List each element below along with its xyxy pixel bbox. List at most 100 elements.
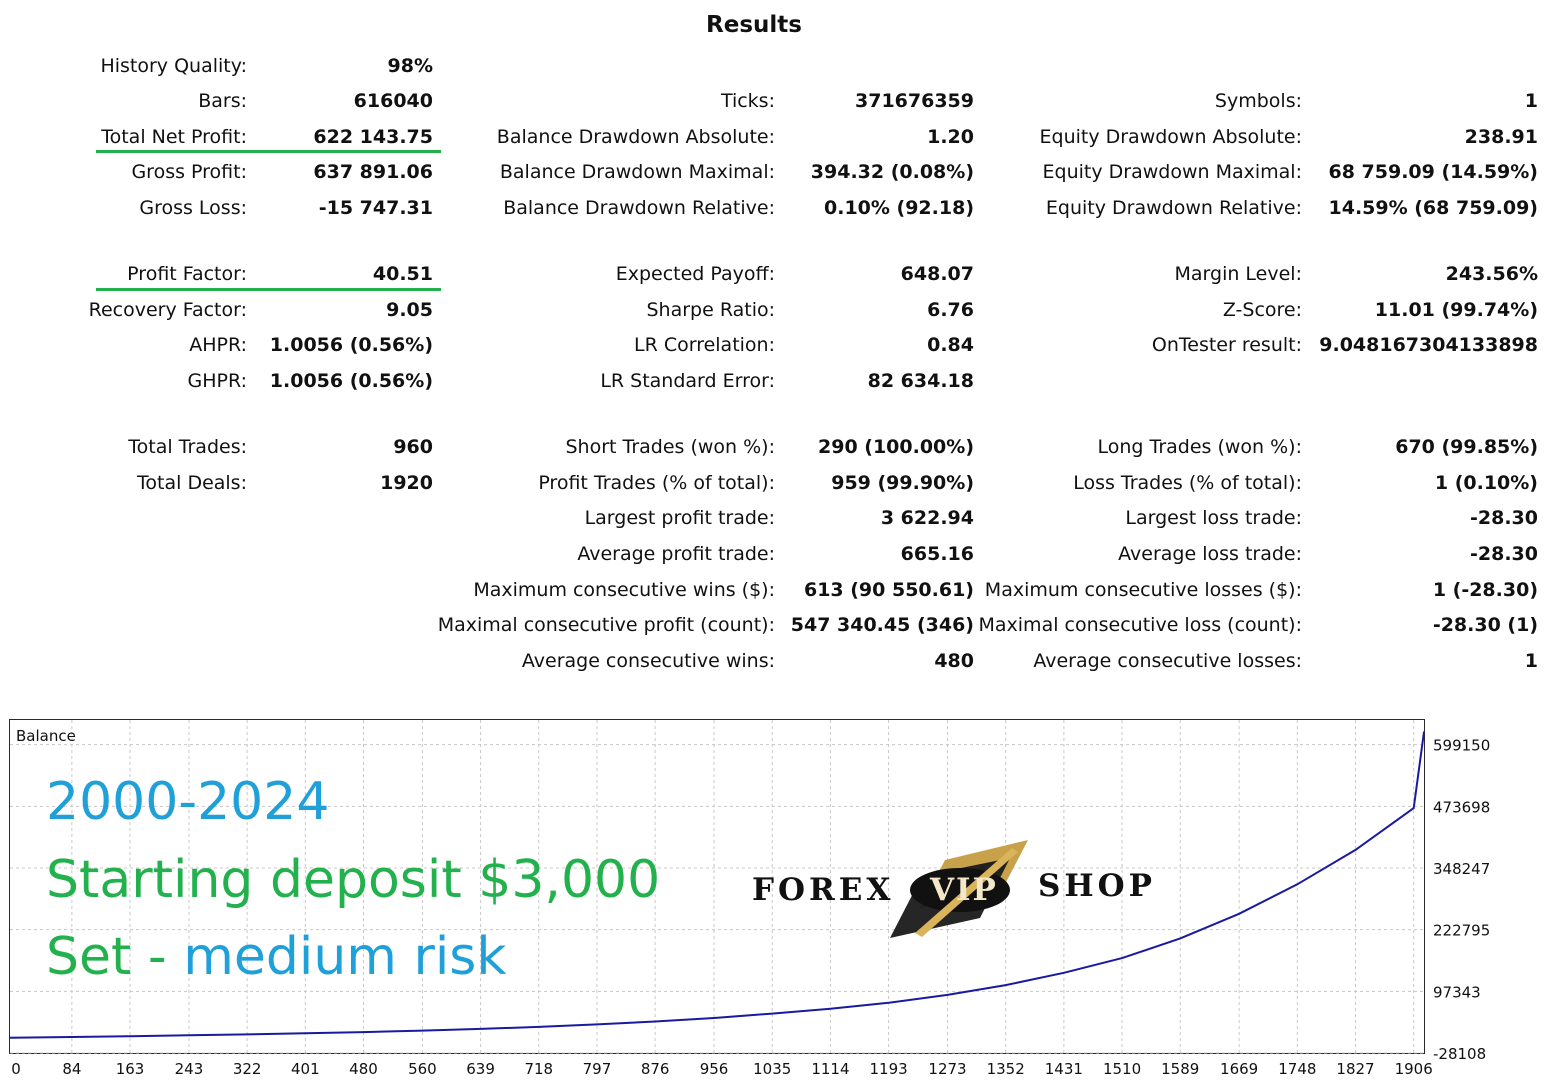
total-net-profit-underline [96,150,441,153]
balance-point [129,1035,131,1038]
x-tick-label: 1589 [1161,1060,1199,1078]
stat-value: 1 (0.10%) [1434,472,1538,494]
stat-label: GHPR: [187,370,248,392]
stat-value: 960 [393,436,433,458]
stat-value: 670 (99.85%) [1395,436,1538,458]
stat-label: Profit Factor: [127,263,247,285]
balance-point [946,994,949,996]
stat-value: 243.56% [1445,263,1538,285]
stat-value: 1920 [380,472,433,494]
stat-label: Average consecutive wins: [521,650,775,672]
stat-value: 622 143.75 [313,126,433,148]
stat-value: 1.0056 (0.56%) [269,370,433,392]
x-tick-label: 0 [11,1060,21,1078]
stat-value: 1.0056 (0.56%) [269,334,433,356]
stat-label: Symbols: [1214,90,1302,112]
stat-label: Average profit trade: [577,543,775,565]
stat-value: 9.05 [386,299,433,321]
stat-value: 648.07 [900,263,974,285]
x-tick-label: 1906 [1395,1060,1433,1078]
stat-label: Equity Drawdown Absolute: [1039,126,1303,148]
balance-point [1412,807,1415,809]
balance-line [9,731,1425,1039]
chart-title: Balance [16,727,76,745]
y-tick-label: 599150 [1433,737,1490,755]
x-tick-label: 1669 [1220,1060,1258,1078]
balance-point [713,1017,715,1019]
y-tick-label: -28108 [1433,1045,1486,1063]
stat-label: Average loss trade: [1118,543,1302,565]
balance-point [9,1036,11,1039]
x-tick-label: 322 [233,1060,262,1078]
x-tick-label: 797 [583,1060,612,1078]
balance-point [1423,731,1425,733]
stat-label: Total Net Profit: [101,126,247,148]
x-tick-label: 1510 [1103,1060,1141,1078]
y-tick-label: 348247 [1433,860,1490,878]
balance-point [596,1023,598,1026]
balance-point [1354,849,1357,851]
balance-point [246,1033,248,1036]
x-tick-label: 639 [466,1060,495,1078]
stat-value: 238.91 [1464,126,1538,148]
balance-point [304,1032,307,1035]
stat-value: 959 (99.90%) [831,472,974,494]
x-tick-label: 1431 [1045,1060,1083,1078]
stat-value: -28.30 (1) [1432,614,1538,636]
stat-value: 1 [1524,90,1538,112]
stat-label: Loss Trades (% of total): [1073,472,1302,494]
balance-point [1004,984,1007,986]
stat-label: Sharpe Ratio: [646,299,775,321]
x-tick-label: 1114 [811,1060,849,1078]
stat-label: Maximal consecutive loss (count): [978,614,1303,636]
stat-value: 637 891.06 [313,161,433,183]
balance-point [188,1034,190,1037]
stat-label: Long Trades (won %): [1097,436,1302,458]
stat-label: Expected Payoff: [615,263,775,285]
balance-point [1121,957,1123,959]
stat-label: OnTester result: [1151,334,1302,356]
stat-value: 547 340.45 (346) [790,614,974,636]
stat-label: Gross Loss: [139,197,247,219]
stat-value: 11.01 (99.74%) [1374,299,1538,321]
x-tick-label: 1273 [928,1060,966,1078]
x-tick-label: 956 [700,1060,729,1078]
stat-label: Profit Trades (% of total): [538,472,775,494]
x-tick-label: 1193 [870,1060,908,1078]
stat-value: -28.30 [1470,543,1538,565]
stat-value: 9.048167304133898 [1319,334,1538,356]
balance-point [1179,937,1182,940]
stat-value: 480 [934,650,974,672]
stat-label: Maximum consecutive wins ($): [473,579,775,601]
balance-point [479,1028,482,1030]
y-tick-label: 97343 [1433,983,1481,1001]
stat-value: 290 (100.00%) [818,436,974,458]
stat-label: Total Deals: [137,472,247,494]
x-tick-label: 401 [291,1060,320,1078]
x-tick-label: 718 [524,1060,553,1078]
stat-label: LR Standard Error: [600,370,775,392]
stat-value: 1 (-28.30) [1432,579,1538,601]
forex-vip-shop-logo: FOREX VIP SHOP [750,838,1152,943]
profit-factor-underline [96,288,441,291]
balance-point [1063,972,1065,974]
logo-center-word: VIP [930,872,998,908]
balance-point [771,1012,774,1015]
stat-label: Bars: [198,90,247,112]
stat-label: Total Trades: [128,436,247,458]
stat-label: Recovery Factor: [88,299,247,321]
balance-point [537,1026,540,1028]
stat-value: -28.30 [1470,507,1538,529]
stat-value: 1 [1524,650,1538,672]
stat-value: 98% [387,55,433,77]
stat-value: -15 747.31 [318,197,433,219]
stat-label: Maximum consecutive losses ($): [984,579,1302,601]
stat-label: Equity Drawdown Relative: [1045,197,1302,219]
y-tick-label: 222795 [1433,922,1490,940]
results-title: Results [706,12,802,38]
balance-point [362,1031,365,1033]
stat-label: Equity Drawdown Maximal: [1042,161,1302,183]
balance-point [1296,883,1299,886]
risk-caption-prefix: Set - [46,927,184,987]
stat-label: History Quality: [100,55,247,77]
